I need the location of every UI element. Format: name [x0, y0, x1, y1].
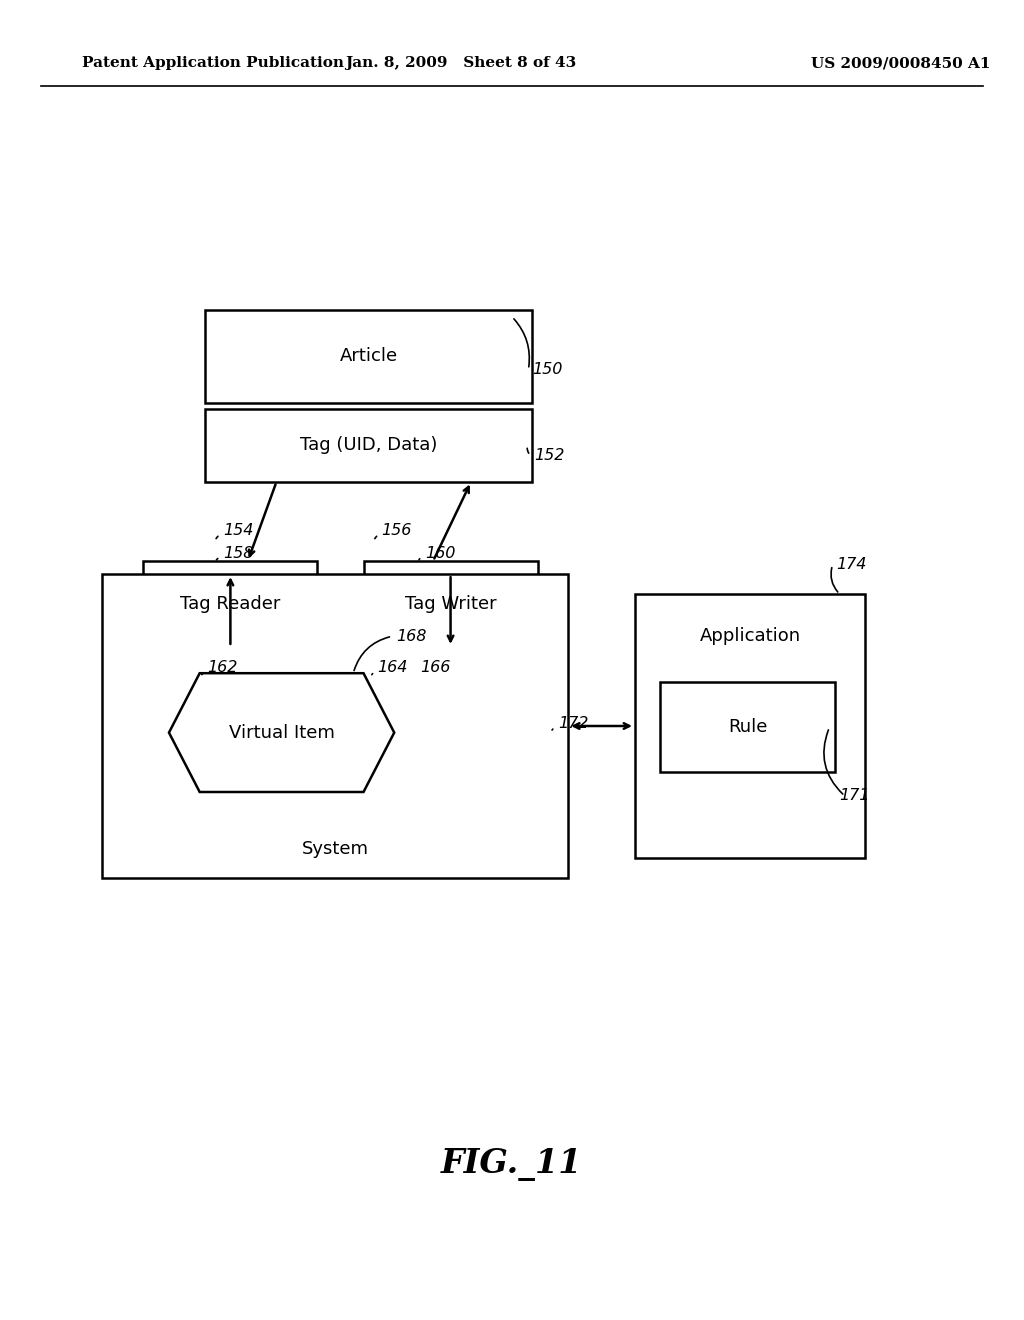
- Text: Article: Article: [340, 347, 397, 366]
- Text: 172: 172: [558, 715, 589, 731]
- Text: 160: 160: [425, 545, 456, 561]
- Polygon shape: [169, 673, 394, 792]
- Text: 168: 168: [396, 628, 427, 644]
- Text: 166: 166: [420, 660, 451, 676]
- Text: System: System: [302, 840, 369, 858]
- Bar: [205, 310, 532, 403]
- Text: Application: Application: [699, 627, 801, 645]
- Bar: [660, 682, 835, 772]
- Text: US 2009/0008450 A1: US 2009/0008450 A1: [811, 57, 991, 70]
- Bar: [635, 594, 865, 858]
- Text: 154: 154: [223, 523, 254, 539]
- Bar: [364, 561, 538, 647]
- Text: 158: 158: [223, 545, 254, 561]
- Text: 150: 150: [532, 362, 563, 378]
- Text: Rule: Rule: [728, 718, 767, 737]
- Text: FIG._11: FIG._11: [441, 1147, 583, 1180]
- Text: Tag (UID, Data): Tag (UID, Data): [300, 437, 437, 454]
- Text: 174: 174: [837, 557, 867, 573]
- Text: 164: 164: [377, 660, 408, 676]
- Bar: [143, 561, 317, 647]
- Text: Virtual Item: Virtual Item: [228, 723, 335, 742]
- Bar: [205, 409, 532, 482]
- Text: Tag Writer: Tag Writer: [404, 595, 497, 612]
- Text: 171: 171: [840, 788, 870, 804]
- Bar: [102, 574, 568, 878]
- Text: 162: 162: [207, 660, 238, 676]
- Text: Patent Application Publication: Patent Application Publication: [82, 57, 344, 70]
- Text: 152: 152: [535, 447, 565, 463]
- Text: 156: 156: [381, 523, 412, 539]
- Text: Tag Reader: Tag Reader: [180, 595, 281, 612]
- Text: Jan. 8, 2009   Sheet 8 of 43: Jan. 8, 2009 Sheet 8 of 43: [345, 57, 577, 70]
